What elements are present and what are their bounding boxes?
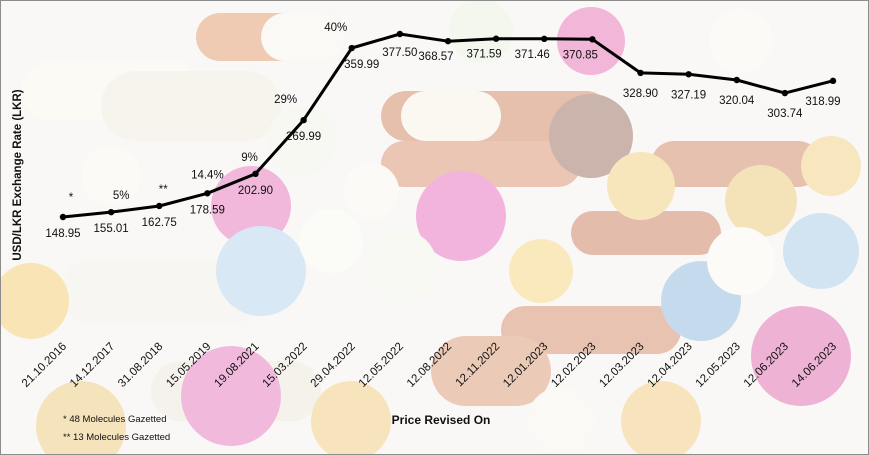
value-label-12: 328.90 — [623, 88, 658, 100]
value-label-9: 371.59 — [467, 49, 502, 61]
value-label-6: 359.99 — [344, 59, 379, 71]
x-tick-label-13: 12.04.2023 — [646, 341, 695, 390]
value-label-1: 155.01 — [94, 223, 129, 235]
data-point-8 — [444, 37, 452, 45]
data-point-1 — [107, 208, 115, 216]
x-tick-label-10: 12.01.2023 — [501, 341, 550, 390]
annotation-6: 40% — [324, 22, 347, 34]
x-tick-label-7: 12.05.2022 — [357, 341, 406, 390]
value-label-7: 377.50 — [382, 47, 417, 59]
x-tick-label-8: 12.08.2022 — [405, 341, 454, 390]
x-tick-label-15: 12.06.2023 — [742, 341, 791, 390]
x-axis-tick-labels: 21.10.201614.12.201731.08.201815.05.2019… — [20, 341, 839, 390]
value-label-15: 303.74 — [767, 108, 803, 120]
x-tick-label-14: 12.05.2023 — [694, 341, 743, 390]
annotation-0: * — [69, 192, 74, 204]
x-tick-label-5: 15.03.2022 — [261, 341, 310, 390]
value-label-13: 327.19 — [671, 89, 706, 101]
data-point-13 — [685, 71, 692, 78]
annotation-1: 5% — [113, 190, 130, 202]
x-tick-label-3: 15.05.2019 — [164, 341, 213, 390]
data-point-11 — [589, 36, 596, 43]
x-axis-label: Price Revised On — [392, 413, 491, 427]
x-tick-label-2: 31.08.2018 — [116, 341, 165, 390]
value-label-8: 368.57 — [418, 51, 453, 63]
value-label-16: 318.99 — [805, 96, 840, 108]
data-point-6 — [348, 44, 355, 52]
data-point-2 — [156, 202, 163, 210]
x-tick-label-11: 12.02.2023 — [549, 341, 598, 390]
annotation-2: ** — [159, 184, 168, 196]
data-point-0 — [59, 213, 67, 221]
data-point-7 — [396, 30, 404, 38]
data-point-12 — [637, 69, 644, 77]
data-point-14 — [733, 76, 740, 84]
value-label-5: 269.99 — [286, 131, 321, 143]
data-point-9 — [492, 35, 500, 42]
x-tick-label-6: 29.04.2022 — [309, 341, 358, 390]
data-point-5 — [300, 116, 307, 124]
footnote-2: ** 13 Molecules Gazetted — [63, 432, 170, 443]
value-label-3: 178.59 — [190, 204, 225, 216]
x-tick-label-4: 19.08.2021 — [212, 341, 261, 390]
x-tick-label-9: 12.11.2022 — [454, 341, 503, 390]
annotation-labels: * 5% ** 14.4% 9% 29% 40% — [69, 22, 348, 204]
value-label-4: 202.90 — [238, 185, 273, 197]
annotation-5: 29% — [274, 94, 297, 106]
footnote-1: * 48 Molecules Gazetted — [63, 414, 167, 425]
x-tick-label-1: 14.12.2017 — [68, 341, 117, 390]
data-point-15 — [781, 89, 789, 97]
data-point-10 — [541, 35, 548, 43]
x-tick-label-0: 21.10.2016 — [20, 341, 69, 390]
data-labels: 148.95 155.01 162.75 178.59 202.90 269.99 359.… — [45, 47, 840, 240]
data-point-4 — [252, 170, 259, 178]
x-tick-label-16: 14.06.2023 — [790, 341, 839, 390]
annotation-4: 9% — [241, 152, 258, 164]
annotation-3: 14.4% — [191, 169, 224, 181]
series-markers — [59, 30, 837, 221]
data-point-16 — [829, 77, 837, 85]
value-label-14: 320.04 — [719, 95, 755, 107]
value-label-0: 148.95 — [45, 228, 80, 240]
value-label-10: 371.46 — [515, 49, 550, 61]
value-label-2: 162.75 — [142, 217, 177, 229]
value-label-11: 370.85 — [563, 49, 598, 61]
x-tick-label-12: 12.03.2023 — [597, 341, 646, 390]
y-axis-label: USD/LKR Exchange Rate (LKR) — [12, 89, 24, 260]
data-point-3 — [204, 190, 211, 197]
